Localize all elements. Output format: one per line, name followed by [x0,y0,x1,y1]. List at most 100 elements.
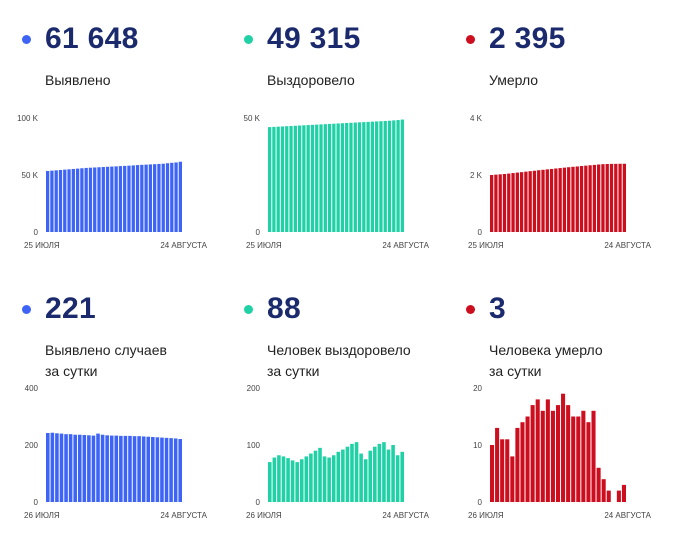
y-tick-label: 4 K [470,114,483,123]
bar [490,445,495,502]
bar [141,436,146,502]
x-tick-label: 25 ИЮЛЯ [246,241,282,250]
bar [297,125,302,232]
bar [299,459,304,502]
bar [170,162,174,232]
bar [566,405,571,502]
bar [123,435,128,502]
bar [392,120,396,232]
y-tick-label: 100 K [17,114,39,123]
bar [97,167,101,232]
bar [332,123,336,232]
bar [505,439,510,502]
x-tick-label: 24 АВГУСТА [160,241,207,250]
bar [118,166,123,232]
bar [601,479,606,502]
bar [510,456,515,502]
panel-daily-deaths: 3 Человека умерло за сутки 0 10 20 26 ИЮЛЯ 2… [444,270,668,545]
bar [528,171,532,232]
x-tick-label: 26 ИЮЛЯ [24,511,60,520]
status-dot [244,305,253,314]
bar [46,171,50,232]
bar [354,442,359,502]
bar [285,126,289,232]
bar [68,434,73,502]
bar [276,126,280,232]
y-tick-label: 0 [478,498,483,507]
bar [368,450,373,502]
daily-cases-chart: 0 200 400 26 ИЮЛЯ 24 АВГУСТА [24,384,208,520]
bar [119,435,123,502]
bar [75,168,80,232]
bar [144,164,148,232]
total-cases-chart: 0 50 K 100 K 25 ИЮЛЯ 24 АВГУСТА [17,114,208,250]
bar [622,163,626,232]
y-tick-label: 0 [478,228,483,237]
bar [293,125,297,232]
total-deaths-chart: 0 2 K 4 K 25 ИЮЛЯ 24 АВГУСТА [468,114,652,250]
y-tick-label: 0 [34,228,39,237]
bar [545,169,549,232]
status-dot [466,305,475,314]
bar [306,125,310,232]
bar [357,122,362,232]
bar [327,457,331,502]
bar [586,422,591,502]
bar [515,172,519,232]
bar [555,405,561,502]
x-tick-label: 25 ИЮЛЯ [24,241,60,250]
y-tick-label: 2 K [470,171,483,180]
bar [84,167,88,232]
bar [494,174,498,232]
bar [50,170,54,232]
bar [286,458,290,502]
bar [540,410,545,502]
bar [146,436,151,502]
bar [609,163,614,232]
x-tick-label: 26 ИЮЛЯ [246,511,282,520]
bar [336,451,341,502]
y-tick-label: 200 [247,384,261,393]
bar [173,438,178,502]
bar [137,436,141,502]
y-tick-label: 0 [34,498,39,507]
y-tick-label: 20 [473,384,482,393]
bar [507,173,511,232]
bar [131,165,135,232]
bar [331,455,336,502]
bar [588,165,592,232]
bar [353,122,357,232]
bar [541,169,545,232]
bar [396,120,400,232]
x-tick-label: 24 АВГУСТА [604,241,651,250]
bar [105,166,110,232]
bar [362,122,366,232]
daily-deaths-label: Человека умерло за сутки [489,342,603,379]
bar [277,455,281,502]
total-recovered-label: Выздоровело [267,72,355,88]
bar [561,393,566,502]
bar [345,123,349,232]
y-tick-label: 200 [25,441,39,450]
bar [379,121,383,232]
panel-daily-cases: 221 Выявлено случаев за сутки 0 200 400 26 … [0,270,224,545]
bar [383,120,387,232]
bar [290,460,295,502]
bar [562,167,567,232]
bar [157,163,161,232]
bar [319,124,323,232]
bar [535,399,540,502]
bar [592,164,597,232]
bar [164,437,169,503]
bar [370,121,375,232]
bar [537,170,541,232]
bar [67,169,71,232]
bar [151,437,155,502]
bar [313,450,318,502]
bar [132,436,137,502]
bar [304,456,309,502]
bar [579,166,584,232]
bar [498,174,502,232]
daily-recovered-label: Человек выздоровело за сутки [267,342,411,379]
daily-cases-label: Выявлено случаев за сутки [45,342,167,379]
